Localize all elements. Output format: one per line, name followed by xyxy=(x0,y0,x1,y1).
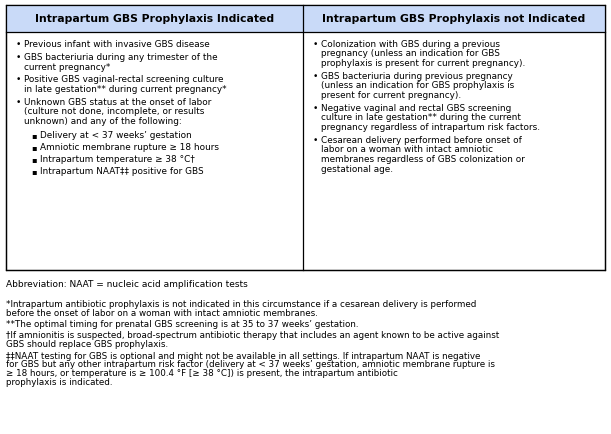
Text: ▪: ▪ xyxy=(31,143,37,152)
Text: culture in late gestation** during the current: culture in late gestation** during the c… xyxy=(321,114,521,122)
Text: pregnancy regardless of intrapartum risk factors.: pregnancy regardless of intrapartum risk… xyxy=(321,123,540,132)
Text: *Intrapartum antibiotic prophylaxis is not indicated in this circumstance if a c: *Intrapartum antibiotic prophylaxis is n… xyxy=(6,300,477,309)
Text: before the onset of labor on a woman with intact amniotic membranes.: before the onset of labor on a woman wit… xyxy=(6,309,318,318)
Text: Abbreviation: NAAT = nucleic acid amplification tests: Abbreviation: NAAT = nucleic acid amplif… xyxy=(6,280,247,289)
Text: Cesarean delivery performed before onset of: Cesarean delivery performed before onset… xyxy=(321,136,522,145)
Text: **The optimal timing for prenatal GBS screening is at 35 to 37 weeks’ gestation.: **The optimal timing for prenatal GBS sc… xyxy=(6,320,359,329)
Text: (culture not done, incomplete, or results: (culture not done, incomplete, or result… xyxy=(24,108,204,116)
Text: ▪: ▪ xyxy=(31,131,37,140)
Text: ≥ 18 hours, or temperature is ≥ 100.4 °F [≥ 38 °C]) is present, the intrapartum : ≥ 18 hours, or temperature is ≥ 100.4 °F… xyxy=(6,369,398,378)
Text: gestational age.: gestational age. xyxy=(321,164,393,174)
Text: Negative vaginal and rectal GBS screening: Negative vaginal and rectal GBS screenin… xyxy=(321,104,511,113)
Text: Previous infant with invasive GBS disease: Previous infant with invasive GBS diseas… xyxy=(24,40,210,49)
Text: Intrapartum GBS Prophylaxis Indicated: Intrapartum GBS Prophylaxis Indicated xyxy=(35,13,274,23)
Text: Intrapartum temperature ≥ 38 °C†: Intrapartum temperature ≥ 38 °C† xyxy=(40,155,195,164)
Text: •: • xyxy=(312,104,318,113)
Text: Colonization with GBS during a previous: Colonization with GBS during a previous xyxy=(321,40,500,49)
Text: prophylaxis is present for current pregnancy).: prophylaxis is present for current pregn… xyxy=(321,59,525,68)
Text: •: • xyxy=(312,136,318,145)
Text: prophylaxis is indicated.: prophylaxis is indicated. xyxy=(6,378,112,387)
Text: •: • xyxy=(312,72,318,81)
Text: GBS bacteriuria during previous pregnancy: GBS bacteriuria during previous pregnanc… xyxy=(321,72,513,81)
Text: ‡‡NAAT testing for GBS is optional and might not be available in all settings. I: ‡‡NAAT testing for GBS is optional and m… xyxy=(6,352,480,361)
Text: Amniotic membrane rupture ≥ 18 hours: Amniotic membrane rupture ≥ 18 hours xyxy=(40,143,219,152)
Text: membranes regardless of GBS colonization or: membranes regardless of GBS colonization… xyxy=(321,155,525,164)
Text: •: • xyxy=(15,76,21,85)
Text: GBS bacteriuria during any trimester of the: GBS bacteriuria during any trimester of … xyxy=(24,53,218,62)
Bar xyxy=(6,5,605,270)
Text: Delivery at < 37 weeks’ gestation: Delivery at < 37 weeks’ gestation xyxy=(40,131,192,140)
Text: •: • xyxy=(15,40,21,49)
Text: in late gestation** during current pregnancy*: in late gestation** during current pregn… xyxy=(24,85,227,94)
Text: labor on a woman with intact amniotic: labor on a woman with intact amniotic xyxy=(321,145,493,155)
Text: Unknown GBS status at the onset of labor: Unknown GBS status at the onset of labor xyxy=(24,98,211,107)
Text: ▪: ▪ xyxy=(31,167,37,176)
Text: ▪: ▪ xyxy=(31,155,37,164)
Text: (unless an indication for GBS prophylaxis is: (unless an indication for GBS prophylaxi… xyxy=(321,82,514,91)
Bar xyxy=(303,5,605,32)
Text: †If amnionitis is suspected, broad-spectrum antibiotic therapy that includes an : †If amnionitis is suspected, broad-spect… xyxy=(6,332,499,340)
Text: for GBS but any other intrapartum risk factor (delivery at < 37 weeks’ gestation: for GBS but any other intrapartum risk f… xyxy=(6,360,495,369)
Text: current pregnancy*: current pregnancy* xyxy=(24,62,111,72)
Text: GBS should replace GBS prophylaxis.: GBS should replace GBS prophylaxis. xyxy=(6,340,168,349)
Text: unknown) and any of the following:: unknown) and any of the following: xyxy=(24,117,181,126)
Text: •: • xyxy=(15,53,21,62)
Text: Intrapartum GBS Prophylaxis not Indicated: Intrapartum GBS Prophylaxis not Indicate… xyxy=(323,13,585,23)
Text: •: • xyxy=(15,98,21,107)
Text: Intrapartum NAAT‡‡ positive for GBS: Intrapartum NAAT‡‡ positive for GBS xyxy=(40,167,203,176)
Text: Positive GBS vaginal-rectal screening culture: Positive GBS vaginal-rectal screening cu… xyxy=(24,76,224,85)
Text: •: • xyxy=(312,40,318,49)
Text: pregnancy (unless an indication for GBS: pregnancy (unless an indication for GBS xyxy=(321,49,500,59)
Text: present for current pregnancy).: present for current pregnancy). xyxy=(321,91,461,100)
Bar xyxy=(6,5,303,32)
